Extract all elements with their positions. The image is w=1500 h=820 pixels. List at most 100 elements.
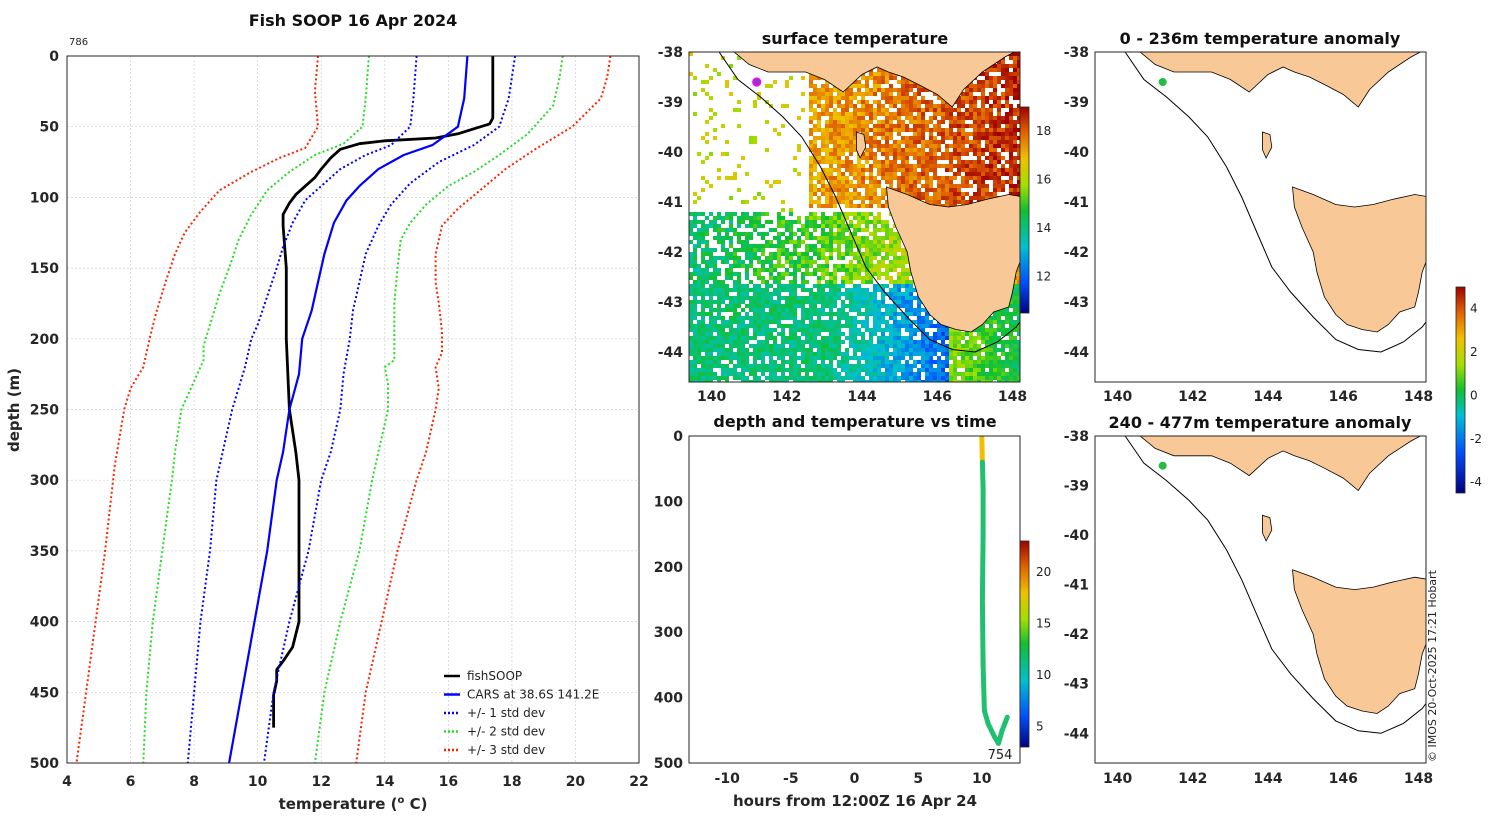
sst-pixel bbox=[925, 364, 929, 368]
sst-pixel bbox=[897, 108, 901, 112]
sst-pixel bbox=[761, 296, 765, 300]
sst-pixel bbox=[789, 308, 793, 312]
sst-pixel bbox=[881, 292, 885, 296]
sst-pixel bbox=[889, 136, 893, 140]
sst-pixel bbox=[913, 320, 917, 324]
sst-pixel bbox=[989, 320, 993, 324]
sst-geo bbox=[718, 52, 1020, 353]
sst-pixel bbox=[793, 156, 797, 160]
sst-pixel bbox=[717, 284, 721, 288]
sst-pixel bbox=[829, 124, 833, 128]
sst-pixel bbox=[901, 124, 905, 128]
profile-series bbox=[75, 56, 612, 763]
sst-pixel bbox=[829, 320, 833, 324]
sst-pixel bbox=[809, 196, 813, 200]
sst-pixel bbox=[793, 328, 797, 332]
sst-pixel bbox=[853, 344, 857, 348]
sst-pixel bbox=[869, 128, 873, 132]
sst-pixel bbox=[869, 164, 873, 168]
sst-pixel bbox=[965, 356, 969, 360]
sst-pixel bbox=[729, 332, 733, 336]
sst-pixel bbox=[829, 116, 833, 120]
sst-pixel bbox=[909, 136, 913, 140]
sst-pixel bbox=[901, 120, 905, 124]
sst-pixel bbox=[829, 348, 833, 352]
sst-pixel bbox=[957, 116, 961, 120]
sst-pixel bbox=[729, 224, 733, 228]
sst-pixel bbox=[713, 308, 717, 312]
sst-pixel bbox=[753, 284, 757, 288]
sst-pixel bbox=[845, 188, 849, 192]
legend-label: +/- 3 std dev bbox=[467, 743, 545, 757]
sst-pixel bbox=[961, 128, 965, 132]
time-xtick: 0 bbox=[850, 771, 860, 787]
sst-pixel bbox=[893, 124, 897, 128]
sst-pixel bbox=[997, 360, 1001, 364]
sst-pixel bbox=[837, 320, 841, 324]
sst-pixel bbox=[901, 96, 905, 100]
sst-pixel bbox=[1005, 132, 1009, 136]
sst-pixel bbox=[877, 352, 881, 356]
sst-pixel bbox=[885, 80, 889, 84]
sst-pixel bbox=[809, 356, 813, 360]
sst-pixel bbox=[1017, 312, 1020, 316]
sst-pixel bbox=[953, 356, 957, 360]
sst-pixel bbox=[865, 104, 869, 108]
sst-pixel bbox=[981, 116, 985, 120]
sst-pixel bbox=[881, 244, 885, 248]
sst-pixel bbox=[841, 200, 845, 204]
sst-pixel bbox=[805, 348, 809, 352]
sst-pixel bbox=[753, 328, 757, 332]
sst-pixel bbox=[693, 288, 697, 292]
sst-pixel bbox=[697, 292, 701, 296]
sst-pixel bbox=[981, 124, 985, 128]
sst-pixel bbox=[693, 312, 697, 316]
sst-pixel bbox=[821, 168, 825, 172]
sst-pixel bbox=[729, 256, 733, 260]
sst-pixel bbox=[1001, 372, 1005, 376]
sst-pixel bbox=[1017, 284, 1020, 288]
sst-pixel bbox=[885, 264, 889, 268]
sst-pixel bbox=[813, 212, 817, 216]
sst-pixel bbox=[825, 132, 829, 136]
sst-pixel bbox=[785, 252, 789, 256]
sst-pixel bbox=[761, 244, 765, 248]
sst-pixel bbox=[693, 324, 697, 328]
sst-pixel bbox=[765, 288, 769, 292]
sst-pixel bbox=[989, 168, 993, 172]
sst-pixel bbox=[825, 196, 829, 200]
sst-pixel bbox=[845, 104, 849, 108]
anom1-land-tasmania bbox=[1292, 186, 1426, 333]
sst-pixel bbox=[873, 240, 877, 244]
sst-pixel bbox=[885, 320, 889, 324]
sst-pixel bbox=[797, 228, 801, 232]
sst-location-marker bbox=[752, 77, 762, 87]
sst-pixel bbox=[837, 188, 841, 192]
sst-pixel bbox=[957, 104, 961, 108]
sst-pixel bbox=[821, 296, 825, 300]
profile-ytick: 150 bbox=[30, 261, 59, 277]
sst-pixel bbox=[997, 76, 1001, 80]
sst-pixel bbox=[693, 348, 697, 352]
sst-pixel bbox=[741, 356, 745, 360]
sst-pixel bbox=[725, 336, 729, 340]
sst-pixel bbox=[693, 368, 697, 372]
sst-pixel bbox=[757, 368, 761, 372]
sst-pixel bbox=[849, 376, 853, 380]
sst-pixel bbox=[909, 288, 913, 292]
sst-pixel bbox=[881, 152, 885, 156]
sst-pixel bbox=[693, 356, 697, 360]
sst-pixel bbox=[913, 136, 917, 140]
sst-pixel bbox=[793, 248, 797, 252]
sst-pixel bbox=[929, 200, 933, 204]
sst-pixel bbox=[869, 252, 873, 256]
sst-pixel bbox=[969, 140, 973, 144]
sst-pixel bbox=[1013, 60, 1017, 64]
sst-pixel bbox=[769, 356, 773, 360]
sst-pixel bbox=[997, 180, 1001, 184]
sst-pixel bbox=[813, 360, 817, 364]
sst-pixel bbox=[853, 84, 857, 88]
sst-pixel bbox=[733, 372, 737, 376]
sst-pixel bbox=[1009, 128, 1013, 132]
sst-pixel bbox=[701, 328, 705, 332]
